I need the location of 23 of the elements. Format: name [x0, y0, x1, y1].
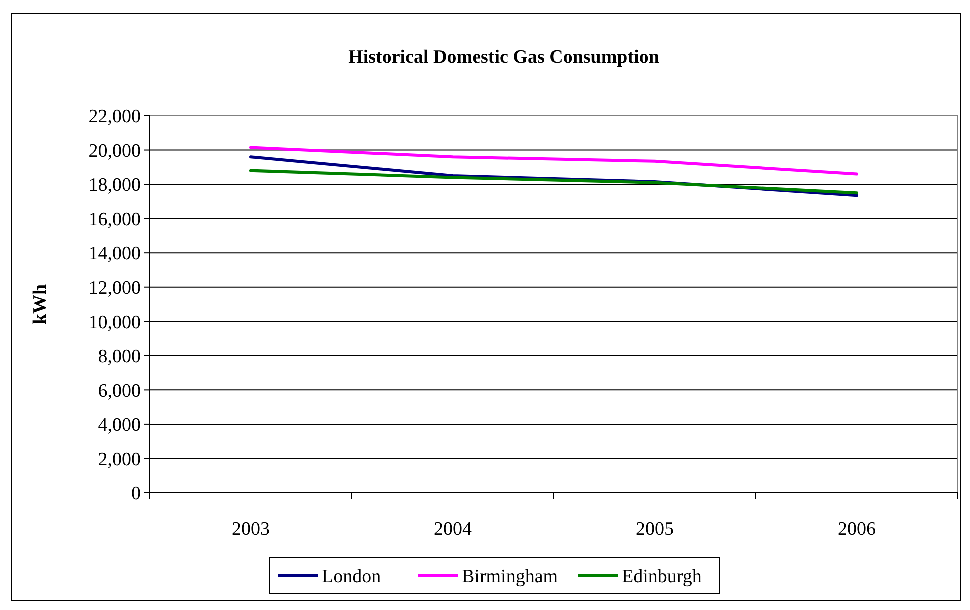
line-series: [250, 146, 858, 176]
chart-title: Historical Domestic Gas Consumption: [348, 47, 660, 68]
legend-label: Birmingham: [462, 566, 558, 588]
x-tick-label: 2005: [636, 519, 674, 540]
line-series: [250, 169, 858, 195]
y-tick-label: 4,000: [98, 415, 141, 436]
y-tick-label: 2,000: [98, 449, 141, 470]
legend-label: London: [322, 566, 382, 588]
y-tick-label: 20,000: [88, 140, 141, 162]
y-tick-label: 12,000: [88, 278, 141, 300]
y-tick-label: 6,000: [98, 380, 141, 402]
x-tick-label: 2003: [232, 519, 270, 540]
y-tick-label: 16,000: [88, 209, 141, 230]
x-tick-label: 2006: [838, 519, 876, 540]
y-tick-label: 8,000: [98, 346, 141, 368]
legend-label: Edinburgh: [622, 566, 702, 588]
x-tick-label: 2004: [434, 519, 472, 540]
y-tick-label: 10,000: [88, 312, 141, 334]
y-tick-label: 0: [132, 484, 141, 505]
y-tick-label: 22,000: [88, 106, 141, 128]
y-tick-label: 14,000: [88, 244, 141, 265]
y-tick-label: 18,000: [88, 175, 141, 196]
y-axis-title: kWh: [30, 284, 51, 325]
